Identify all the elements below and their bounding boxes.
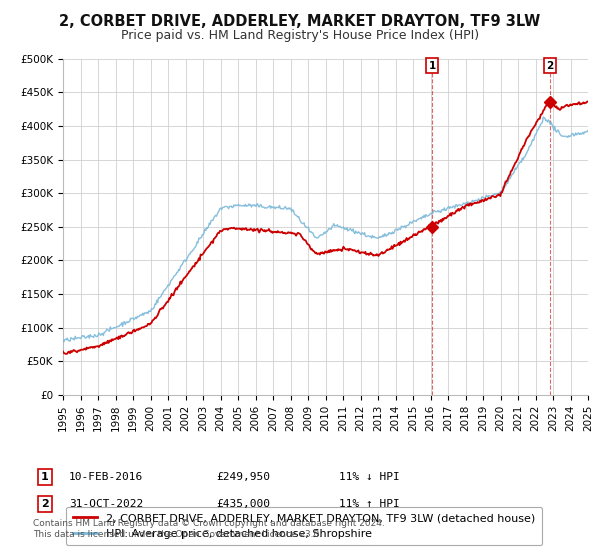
Text: 1: 1 <box>428 61 436 71</box>
Text: 11% ↓ HPI: 11% ↓ HPI <box>339 472 400 482</box>
Text: 2, CORBET DRIVE, ADDERLEY, MARKET DRAYTON, TF9 3LW: 2, CORBET DRIVE, ADDERLEY, MARKET DRAYTO… <box>59 14 541 29</box>
Text: £435,000: £435,000 <box>216 499 270 509</box>
Text: 1: 1 <box>41 472 49 482</box>
Text: 10-FEB-2016: 10-FEB-2016 <box>69 472 143 482</box>
Text: 11% ↑ HPI: 11% ↑ HPI <box>339 499 400 509</box>
Text: £249,950: £249,950 <box>216 472 270 482</box>
Text: 2: 2 <box>547 61 554 71</box>
Text: Price paid vs. HM Land Registry's House Price Index (HPI): Price paid vs. HM Land Registry's House … <box>121 29 479 42</box>
Legend: 2, CORBET DRIVE, ADDERLEY, MARKET DRAYTON, TF9 3LW (detached house), HPI: Averag: 2, CORBET DRIVE, ADDERLEY, MARKET DRAYTO… <box>66 507 542 545</box>
Text: Contains HM Land Registry data © Crown copyright and database right 2024.
This d: Contains HM Land Registry data © Crown c… <box>33 519 385 539</box>
Text: 31-OCT-2022: 31-OCT-2022 <box>69 499 143 509</box>
Text: 2: 2 <box>41 499 49 509</box>
